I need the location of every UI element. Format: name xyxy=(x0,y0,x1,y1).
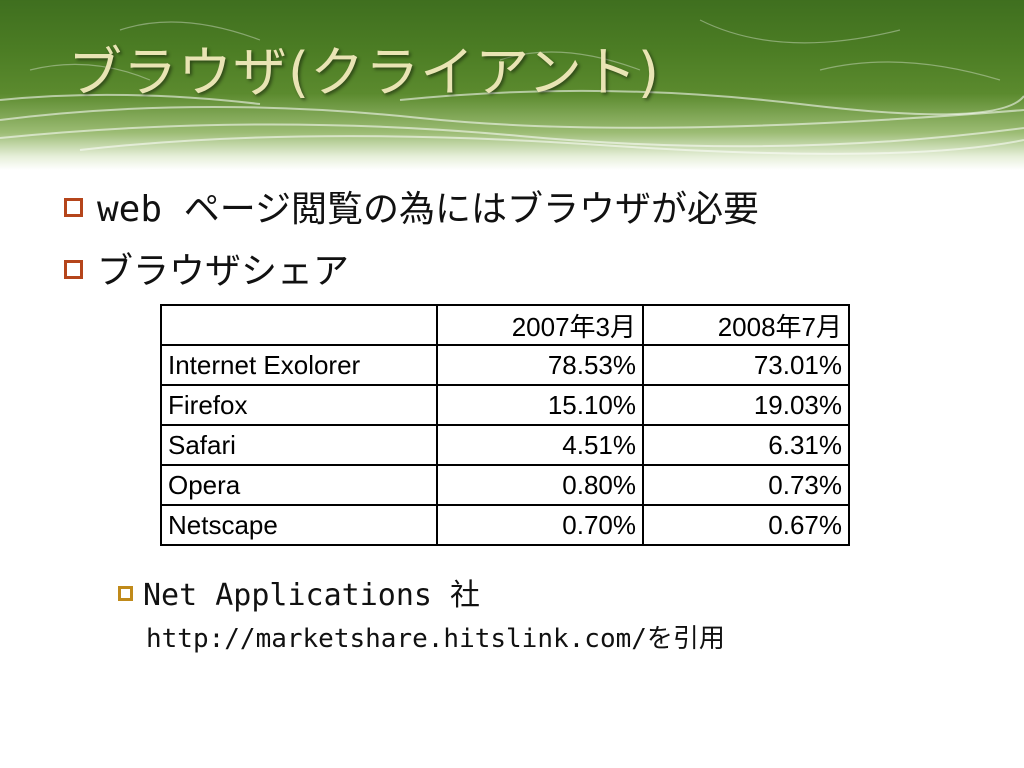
table-row: Opera 0.80% 0.73% xyxy=(160,464,850,506)
slide-title: ブラウザ(クライアント) xyxy=(68,41,660,104)
share-cell: 73.01% xyxy=(642,344,850,386)
source-citation: http://marketshare.hitslink.com/を引用 xyxy=(146,618,725,655)
bullet-item: web ページ閲覧の為にはブラウザが必要 xyxy=(64,180,759,232)
share-cell: 0.80% xyxy=(436,464,644,506)
browser-name-cell: Opera xyxy=(160,464,438,506)
share-cell: 4.51% xyxy=(436,424,644,466)
share-cell: 19.03% xyxy=(642,384,850,426)
table-header-cell: 2007年3月 xyxy=(436,304,644,346)
square-bullet-icon xyxy=(64,197,83,217)
share-cell: 0.73% xyxy=(642,464,850,506)
share-cell: 0.70% xyxy=(436,504,644,546)
bullet-item: ブラウザシェア xyxy=(64,242,349,294)
grass-texture-decoration xyxy=(0,19,1024,155)
table-header-cell xyxy=(160,304,438,346)
bullet-text: ページ閲覧の為にはブラウザが必要 xyxy=(183,189,759,230)
square-sub-bullet-icon xyxy=(118,586,133,601)
browser-name-cell: Firefox xyxy=(160,384,438,426)
table-header-cell: 2008年7月 xyxy=(642,304,850,346)
share-cell: 15.10% xyxy=(436,384,644,426)
table-row: Firefox 15.10% 19.03% xyxy=(160,384,850,426)
share-cell: 6.31% xyxy=(642,424,850,466)
browser-name-cell: Internet Exolorer xyxy=(160,344,438,386)
table-row: Safari 4.51% 6.31% xyxy=(160,424,850,466)
square-bullet-icon xyxy=(64,259,83,279)
share-cell: 78.53% xyxy=(436,344,644,386)
table-header-row: 2007年3月 2008年7月 xyxy=(160,304,850,346)
browser-share-table: 2007年3月 2008年7月 Internet Exolorer 78.53%… xyxy=(160,304,850,546)
source-suffix: を引用 xyxy=(646,624,725,654)
source-name: Net Applications 社 xyxy=(143,578,481,613)
share-cell: 0.67% xyxy=(642,504,850,546)
bullet-prefix: web xyxy=(97,189,184,230)
bullet-text: ブラウザシェア xyxy=(97,251,350,292)
source-url-link[interactable]: http://marketshare.hitslink.com/ xyxy=(146,624,647,654)
browser-name-cell: Netscape xyxy=(160,504,438,546)
table-row: Netscape 0.70% 0.67% xyxy=(160,504,850,546)
slide-header-banner: ブラウザ(クライアント) xyxy=(0,0,1024,170)
source-sub-bullet: Net Applications 社 xyxy=(118,570,480,614)
browser-name-cell: Safari xyxy=(160,424,438,466)
table-row: Internet Exolorer 78.53% 73.01% xyxy=(160,344,850,386)
